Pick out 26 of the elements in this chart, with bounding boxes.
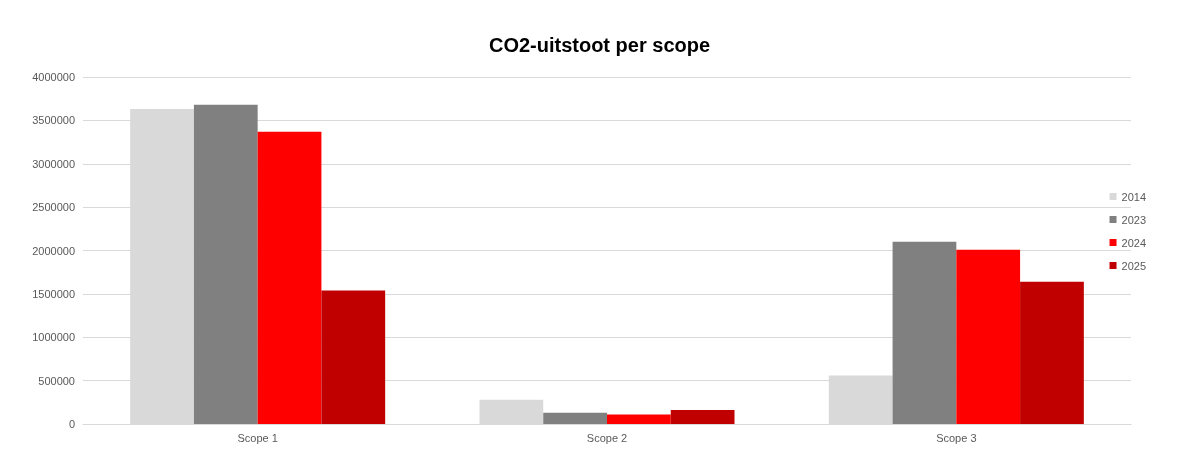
bar	[193, 104, 258, 424]
y-tick-label: 2000000	[32, 244, 75, 257]
bar	[543, 412, 607, 424]
bar	[321, 290, 386, 424]
bar	[257, 131, 322, 424]
y-tick-label: 500000	[38, 374, 75, 387]
chart-title: CO2-uitstoot per scope	[488, 34, 711, 56]
y-tick-label: 4000000	[32, 71, 75, 83]
x-tick-label: Scope 2	[586, 431, 628, 444]
x-tick-label: Scope 3	[936, 431, 977, 444]
y-tick-label: 1000000	[32, 331, 75, 344]
bar	[956, 249, 1021, 424]
y-tick-label: 3000000	[32, 157, 75, 170]
y-tick-label: 1500000	[32, 287, 75, 300]
y-tick-label: 2500000	[32, 201, 75, 214]
legend-label: 2023	[1121, 213, 1147, 226]
bar	[607, 414, 671, 424]
legend-label: 2014	[1121, 190, 1147, 203]
bar	[670, 410, 735, 424]
legend-label: 2025	[1121, 259, 1147, 272]
x-tick-label: Scope 1	[237, 431, 278, 444]
legend-label: 2024	[1121, 236, 1147, 249]
y-tick-label: 0	[68, 418, 75, 430]
bar	[892, 241, 957, 424]
y-tick-label: 3500000	[32, 114, 75, 127]
bar	[1020, 281, 1084, 424]
